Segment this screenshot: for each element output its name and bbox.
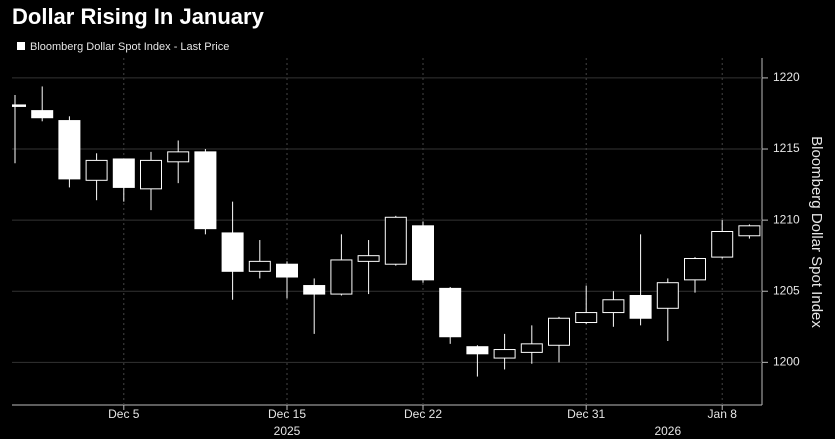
candle-body xyxy=(194,151,217,230)
x-tick-label: Jan 8 xyxy=(708,407,738,421)
candle-body xyxy=(493,349,516,359)
legend-swatch xyxy=(17,42,25,50)
plot-area xyxy=(12,58,762,405)
x-tick-label: Dec 5 xyxy=(108,407,140,421)
candle-body xyxy=(520,343,543,353)
candle-body xyxy=(384,216,407,265)
candle-body xyxy=(330,259,353,295)
candle-body xyxy=(58,120,81,180)
candle-body xyxy=(276,263,298,278)
year-label: 2025 xyxy=(274,424,301,438)
candle-body xyxy=(548,317,570,346)
chart-title: Dollar Rising In January xyxy=(12,4,265,29)
candle-body xyxy=(602,299,625,314)
candle-body xyxy=(466,346,489,355)
y-tick-label: 1205 xyxy=(773,283,800,297)
candle-body xyxy=(412,225,434,281)
y-tick-label: 1220 xyxy=(773,70,800,84)
x-tick-label: Dec 31 xyxy=(567,407,605,421)
candle-body xyxy=(711,231,734,258)
y-tick-label: 1215 xyxy=(773,141,800,155)
x-tick-label: Dec 22 xyxy=(404,407,442,421)
candle-body xyxy=(357,255,380,262)
y-tick-label: 1210 xyxy=(773,212,800,226)
candle-body xyxy=(684,258,706,281)
candle-body xyxy=(140,159,162,190)
candle-body xyxy=(248,260,271,272)
candle-body xyxy=(167,151,190,163)
y-tick-label: 1200 xyxy=(773,355,800,369)
candle-body xyxy=(221,232,244,272)
candle-body xyxy=(575,312,598,324)
candle-body xyxy=(629,294,652,319)
x-tick-label: Dec 15 xyxy=(268,407,306,421)
year-label: 2026 xyxy=(654,424,681,438)
candle-body xyxy=(738,225,761,237)
candle-body xyxy=(656,282,679,309)
candle-body xyxy=(112,158,135,188)
y-axis-label: Bloomberg Dollar Spot Index xyxy=(808,136,825,328)
candle-body xyxy=(439,287,462,338)
candle-body xyxy=(303,285,326,295)
candle-body xyxy=(31,110,54,119)
legend-label: Bloomberg Dollar Spot Index - Last Price xyxy=(30,41,229,53)
candle-body xyxy=(85,159,108,181)
candle-body xyxy=(12,104,26,107)
